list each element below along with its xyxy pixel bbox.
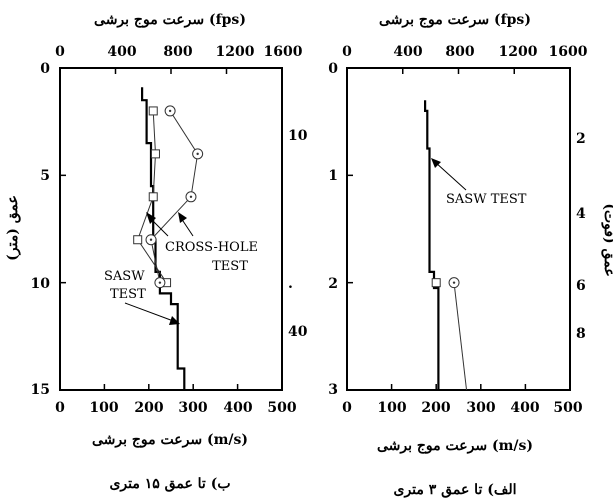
y-tick-label: 2 <box>328 276 338 292</box>
y-right-tick-label: 10 <box>288 128 308 144</box>
panel-b-annotations: CROSS-HOLE TEST SASW TEST <box>104 212 258 325</box>
annotation-crosshole-test: TEST <box>212 259 248 274</box>
x-top-tick-label: 400 <box>107 44 136 60</box>
panel-b-y-right-ticks: 10 40 . <box>288 128 308 340</box>
panel-a-y-right-ticks: 2 4 6 8 <box>576 131 586 342</box>
panel-a-bottom-title: سرعت موج برشی (m/s) <box>377 438 533 454</box>
panel-b-x-ticks: 0 100 200 300 400 500 <box>55 400 297 416</box>
x-tick-label: 200 <box>134 400 163 416</box>
y-right-tick-label: 2 <box>576 131 586 147</box>
panel-b-top-title: سرعت موج برشی (fps) <box>94 12 246 28</box>
crosshole-square-point <box>133 235 143 245</box>
panel-a-y-ticks: 0 1 2 3 <box>328 61 338 398</box>
x-top-tick-label: 1200 <box>216 44 255 60</box>
crosshole-square-point <box>150 149 160 159</box>
annotation-arrowhead <box>178 212 187 223</box>
y-right-tick-label: 6 <box>576 278 586 294</box>
y-right-tick-label: 40 <box>288 324 308 340</box>
annotation-arrowhead <box>146 212 156 224</box>
annotation-arrowhead <box>431 158 441 168</box>
annotation-sasw: SASW <box>104 269 145 284</box>
stray-mark: . <box>288 276 293 292</box>
annotation-sasw-test: TEST <box>110 287 146 302</box>
x-tick-label: 500 <box>553 400 582 416</box>
crosshole-circle-center <box>149 238 153 241</box>
y-tick-label: 15 <box>31 382 50 398</box>
x-tick-label: 0 <box>55 400 65 416</box>
sasw-profile-line <box>424 100 440 390</box>
panel-b-caption: ب) تا عمق ۱۵ متری <box>109 476 230 492</box>
panel-a-top-title: سرعت موج برشی (fps) <box>379 12 531 28</box>
crosshole-square-point <box>148 106 158 116</box>
panel-a-plot-frame <box>346 67 571 391</box>
crosshole-circle-center <box>189 195 193 198</box>
annotation-crosshole: CROSS-HOLE <box>165 240 258 255</box>
panel-a-annotations: SASW TEST <box>431 158 527 207</box>
crosshole-square-point <box>148 192 158 202</box>
y-tick-label: 5 <box>40 168 50 184</box>
annotation-arrowhead <box>169 316 180 325</box>
crosshole-circle-center <box>168 109 172 113</box>
y-tick-label: 10 <box>31 276 51 292</box>
x-top-tick-label: 1200 <box>499 44 538 60</box>
panel-b-left-axis-title: عمق (متر) <box>5 195 21 261</box>
x-tick-label: 300 <box>466 400 495 416</box>
crosshole-line <box>453 282 468 391</box>
x-tick-label: 100 <box>89 400 118 416</box>
panel-a-series <box>346 67 571 391</box>
x-tick-label: 200 <box>421 400 450 416</box>
x-tick-label: 500 <box>267 400 296 416</box>
panel-b-x-top-ticks: 0 400 800 1200 1600 <box>55 44 303 60</box>
x-top-tick-label: 1600 <box>549 44 588 60</box>
crosshole-circle-center <box>158 281 162 284</box>
y-right-tick-label: 8 <box>576 326 586 342</box>
x-tick-label: 400 <box>510 400 539 416</box>
x-top-tick-label: 800 <box>445 44 474 60</box>
crosshole-square-point <box>431 278 441 288</box>
panel-a: سرعت موج برشی (fps) 0 400 800 1200 1600 … <box>328 12 613 498</box>
panel-b-bottom-title: سرعت موج برشی (m/s) <box>92 432 248 448</box>
panel-b-y-ticks: 0 5 10 15 <box>31 61 51 398</box>
panel-a-x-top-ticks: 0 400 800 1200 1600 <box>342 44 588 60</box>
x-top-tick-label: 800 <box>163 44 192 60</box>
panel-a-right-axis-title: عمق (فوت) <box>601 203 613 276</box>
sasw-profile-line <box>141 87 186 390</box>
annotation-arrow <box>434 161 467 191</box>
y-tick-label: 0 <box>40 61 50 77</box>
x-top-tick-label: 1600 <box>264 44 303 60</box>
panel-b: سرعت موج برشی (fps) 0 400 800 1200 1600 … <box>5 12 308 492</box>
x-tick-label: 0 <box>342 400 352 416</box>
x-top-tick-label: 400 <box>393 44 422 60</box>
annotation-arrow <box>124 302 177 323</box>
x-tick-label: 100 <box>377 400 406 416</box>
x-top-tick-label: 0 <box>55 44 65 60</box>
y-right-tick-label: 4 <box>576 206 586 222</box>
crosshole-circle-center <box>196 152 199 156</box>
panel-a-caption: الف) تا عمق ۳ متری <box>394 482 517 498</box>
x-top-tick-label: 0 <box>342 44 352 60</box>
panel-a-x-ticks: 0 100 200 300 400 500 <box>342 400 583 416</box>
annotation-sasw-test: SASW TEST <box>446 192 527 207</box>
crosshole-circle-center <box>452 281 456 284</box>
x-tick-label: 300 <box>178 400 207 416</box>
y-tick-label: 1 <box>328 168 338 184</box>
annotation-arrow <box>180 217 194 237</box>
x-tick-label: 400 <box>223 400 252 416</box>
panel-b-series <box>59 67 283 391</box>
y-tick-label: 0 <box>328 61 338 77</box>
y-tick-label: 3 <box>328 382 338 398</box>
